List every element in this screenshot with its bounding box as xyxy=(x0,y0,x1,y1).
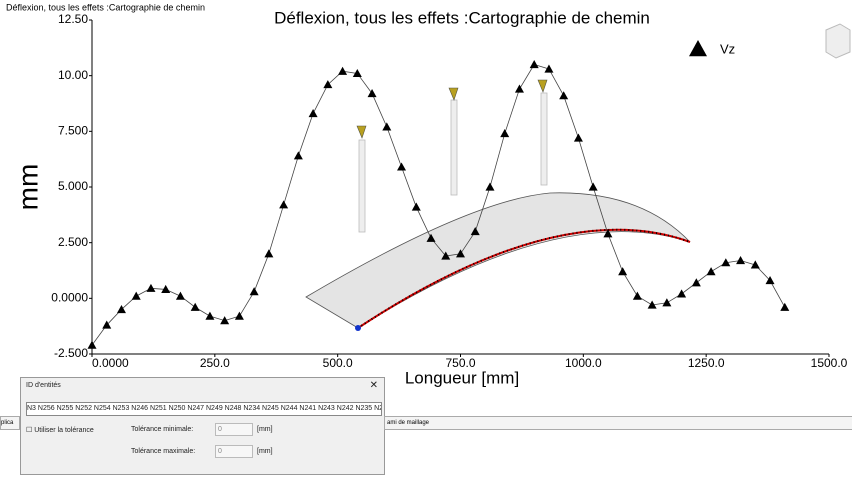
data-point xyxy=(411,202,421,211)
view-cube xyxy=(825,23,851,59)
path-band xyxy=(305,192,691,329)
tolerance-checkbox[interactable]: ☐ Utiliser la tolérance xyxy=(26,427,94,434)
x-tick-label: 250.0 xyxy=(200,356,230,370)
legend-marker xyxy=(689,40,707,57)
data-point xyxy=(691,278,701,287)
data-point xyxy=(293,151,303,160)
data-point xyxy=(102,320,112,329)
data-point xyxy=(721,258,731,267)
x-tick-label: 1000.0 xyxy=(565,356,602,370)
data-point xyxy=(603,229,613,238)
data-point xyxy=(87,340,97,349)
y-tick-label: 7.500 xyxy=(58,124,88,138)
min-label: Tolérance minimale: xyxy=(131,426,194,433)
x-tick-label: 1500.0 xyxy=(811,356,848,370)
data-point xyxy=(662,298,672,307)
data-point xyxy=(382,122,392,131)
data-point xyxy=(470,227,480,236)
max-label: Tolérance maximale: xyxy=(131,448,196,455)
data-point xyxy=(308,109,318,118)
data-point xyxy=(249,287,259,296)
data-point xyxy=(234,311,244,320)
data-point xyxy=(264,249,274,258)
max-unit: [mm] xyxy=(257,448,273,455)
chart-title: Déflexion, tous les effets :Cartographie… xyxy=(274,8,650,27)
data-point xyxy=(131,291,141,300)
data-point xyxy=(426,233,436,242)
data-point xyxy=(279,200,289,209)
y-tick-label: 2.500 xyxy=(58,235,88,249)
dialog: ID d'entités ✕ N3 N256 N255 N252 N254 N2… xyxy=(20,377,385,475)
probe-tips xyxy=(356,79,548,139)
data-point xyxy=(750,260,760,269)
data-point xyxy=(161,284,171,294)
data-point xyxy=(205,311,215,320)
data-point xyxy=(514,84,524,93)
dialog-title: ID d'entités xyxy=(26,382,61,389)
data-point xyxy=(116,304,126,314)
tab[interactable]: plica xyxy=(0,416,20,430)
data-point xyxy=(500,129,510,138)
data-point xyxy=(485,182,495,191)
series-line xyxy=(91,64,786,346)
data-point xyxy=(559,91,569,100)
x-axis-label: Longueur [mm] xyxy=(405,368,519,387)
x-tick-label: 500.0 xyxy=(323,356,353,370)
y-tick-label: 10.00 xyxy=(58,68,88,82)
data-point xyxy=(397,162,407,171)
data-point xyxy=(175,291,185,300)
data-point xyxy=(647,300,657,309)
data-point xyxy=(367,88,377,98)
data-point xyxy=(323,80,333,89)
start-node xyxy=(355,325,361,331)
y-tick-label: 12.50 xyxy=(58,12,88,26)
probes xyxy=(358,92,548,233)
data-point xyxy=(456,249,465,258)
data-point xyxy=(352,68,362,78)
data-point xyxy=(780,302,790,311)
data-point xyxy=(220,316,230,325)
x-tick-label: 1250.0 xyxy=(688,356,725,370)
data-point xyxy=(573,133,583,142)
y-tick-label: 5.000 xyxy=(58,179,88,193)
max-input[interactable]: 0 xyxy=(215,445,253,458)
min-input[interactable]: 0 xyxy=(215,423,253,436)
data-point xyxy=(736,255,746,265)
data-point xyxy=(529,60,539,69)
x-tick-label: 750.0 xyxy=(445,356,475,370)
min-unit: [mm] xyxy=(257,426,273,433)
data-point xyxy=(190,302,200,311)
legend-label: Vz xyxy=(720,41,735,56)
data-point xyxy=(544,64,554,73)
data-point xyxy=(146,283,156,292)
ids-field[interactable]: N3 N256 N255 N252 N254 N253 N246 N251 N2… xyxy=(26,402,382,416)
path-nodes xyxy=(357,228,691,329)
data-point xyxy=(677,289,687,298)
y-tick-label: -2.500 xyxy=(54,346,88,360)
checkbox-label: Utiliser la tolérance xyxy=(34,427,94,434)
window-title: Déflexion, tous les effets :Cartographie… xyxy=(6,2,205,12)
data-point xyxy=(588,182,598,191)
y-tick-label: 0.0000 xyxy=(51,291,88,305)
y-axis-label: mm xyxy=(12,164,43,211)
data-point xyxy=(338,66,348,75)
data-point xyxy=(618,267,628,276)
data-point xyxy=(706,267,716,276)
tab[interactable]: ami de maillage xyxy=(384,416,852,430)
data-point xyxy=(765,276,775,285)
x-tick-label: 0.0000 xyxy=(92,356,129,370)
data-point xyxy=(441,251,451,260)
data-point xyxy=(632,291,642,300)
close-button[interactable]: ✕ xyxy=(369,380,378,391)
